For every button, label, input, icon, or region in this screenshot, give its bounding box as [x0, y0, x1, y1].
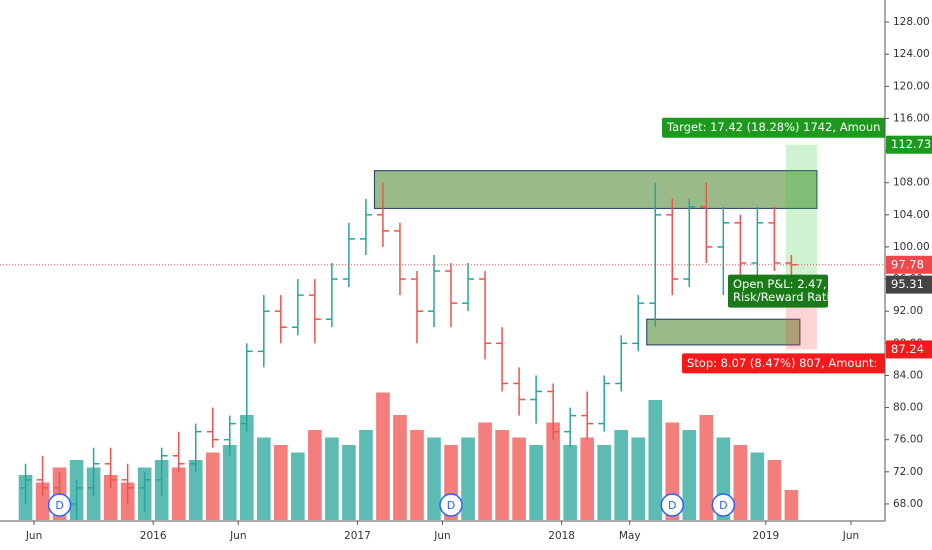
y-tick-label: 76.00: [893, 434, 923, 446]
volume-bar: [188, 460, 203, 520]
price-label: 112.73: [891, 137, 931, 151]
volume-bar: [410, 430, 424, 520]
volume-bar: [733, 445, 748, 520]
x-tick-label: Jun: [433, 530, 450, 542]
volume-bar: [563, 445, 577, 520]
x-tick-label: May: [619, 530, 641, 542]
volume-bar: [750, 452, 765, 520]
volume-bar: [393, 415, 407, 520]
price-label: 95.31: [891, 277, 924, 291]
y-tick-label: 92.00: [893, 305, 923, 317]
volume-bar: [291, 452, 305, 520]
dividend-label: D: [668, 499, 676, 512]
volume-bar: [648, 400, 663, 520]
price-label: 97.78: [891, 257, 924, 271]
volume-bar: [529, 445, 543, 520]
volume-bar: [682, 430, 697, 520]
x-tick-label: Jun: [25, 530, 42, 542]
price-label: 87.24: [891, 342, 924, 356]
price-label-box: [886, 255, 932, 274]
stop-label: Stop: 8.07 (8.47%) 807, Amount:: [687, 356, 877, 370]
target-label-box: [662, 117, 885, 138]
volume-bar: [239, 415, 254, 520]
volume-bar: [767, 460, 782, 520]
volume-bar: [205, 452, 220, 520]
volume-bar: [512, 437, 526, 520]
y-tick-label: 116.00: [893, 112, 930, 124]
volume-bar: [103, 475, 118, 520]
zone: [373, 170, 818, 209]
y-tick-label: 104.00: [893, 209, 930, 221]
volume-bar: [171, 467, 186, 520]
volume-bar: [461, 437, 475, 520]
dividend-marker: [439, 493, 463, 517]
volume-bar: [274, 445, 288, 520]
pnl-label: Risk/Reward Ratio: 2.16: [733, 290, 870, 304]
volume-bar: [631, 437, 646, 520]
y-tick-label: 80.00: [893, 402, 923, 414]
volume-bar: [35, 482, 50, 520]
price-label-box: [886, 275, 932, 294]
axes: 68.0072.0076.0080.0084.0088.0092.0096.00…: [25, 16, 932, 542]
volume-bar: [222, 445, 237, 520]
x-tick-label: Jun: [229, 530, 246, 542]
y-tick-label: 68.00: [893, 498, 923, 510]
volume-bar: [580, 437, 594, 520]
dividend-marker: [660, 493, 685, 517]
y-tick-label: 72.00: [893, 466, 923, 478]
volume-bar: [325, 437, 339, 520]
x-tick-label: 2016: [140, 530, 167, 542]
volume-bar: [359, 430, 373, 520]
dividend-marker: [711, 493, 736, 517]
volume-bar: [546, 422, 560, 520]
y-tick-label: 100.00: [893, 241, 930, 253]
x-tick-label: Jun: [842, 530, 859, 542]
volume-bar: [376, 392, 390, 520]
pnl-label-box: [728, 274, 828, 308]
volume-bar: [495, 430, 509, 520]
y-tick-label: 108.00: [893, 177, 930, 189]
volume-bar: [478, 422, 492, 520]
dividend-label: D: [719, 499, 727, 512]
plot-area: Target: 17.42 (18.28%) 1742, Amoun Stop: …: [0, 117, 885, 520]
price-label-box: [886, 135, 932, 154]
volume-bar: [308, 430, 322, 520]
volume-bar: [699, 415, 714, 520]
volume-bar: [614, 430, 629, 520]
volume-bar: [256, 437, 271, 520]
zone: [646, 318, 801, 346]
volume-bar: [597, 445, 611, 520]
stop-label-box: [682, 353, 885, 374]
dividend-label: D: [55, 499, 63, 512]
pnl-label: Open P&L: 2.47, Qty: 30: [733, 277, 872, 291]
x-tick-label: 2018: [548, 530, 575, 542]
price-label-box: [886, 340, 932, 359]
dividend-marker: [47, 493, 72, 517]
y-tick-label: 120.00: [893, 80, 930, 92]
x-tick-label: 2019: [752, 530, 779, 542]
dividend-label: D: [447, 499, 455, 512]
y-tick-label: 124.00: [893, 48, 930, 60]
volume-bar: [784, 490, 799, 520]
volume-bar: [427, 437, 441, 520]
x-tick-label: 2017: [344, 530, 371, 542]
volume-bar: [342, 445, 356, 520]
target-label: Target: 17.42 (18.28%) 1742, Amoun: [666, 120, 880, 134]
y-tick-label: 128.00: [893, 16, 930, 28]
y-tick-label: 84.00: [893, 369, 923, 381]
